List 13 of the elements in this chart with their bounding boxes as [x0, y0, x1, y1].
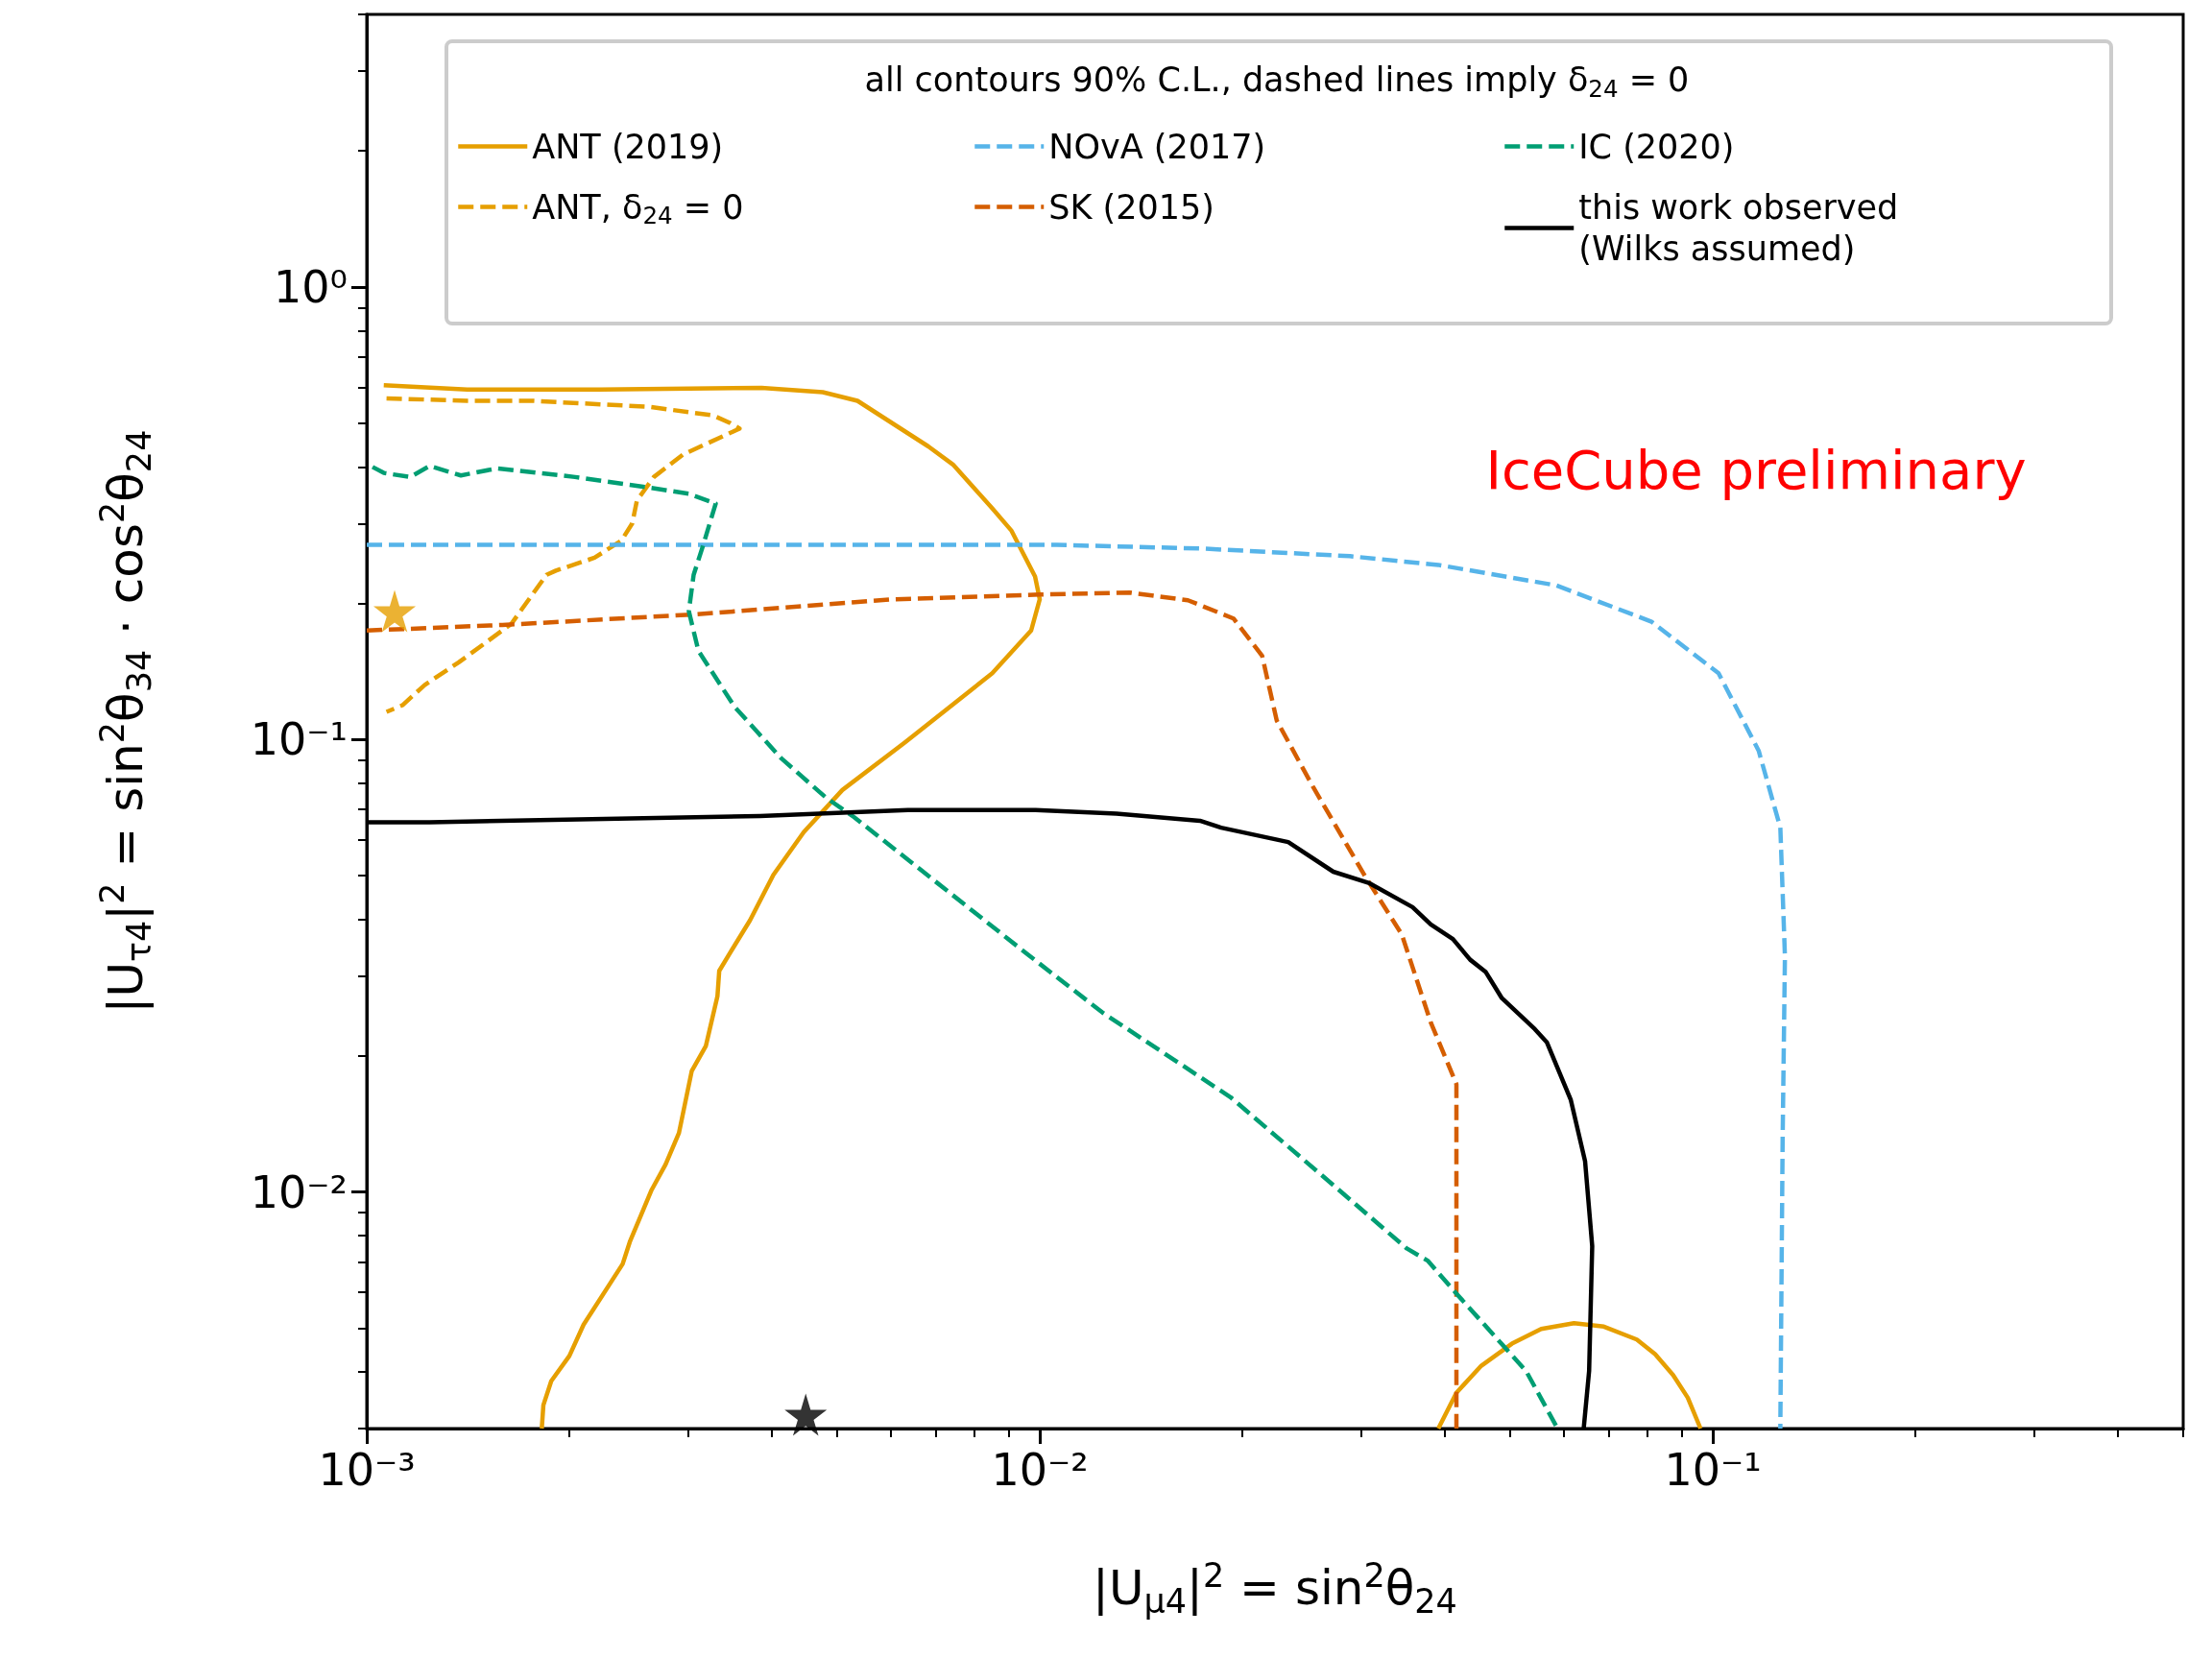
x-tick-label: 10⁻² — [991, 1444, 1089, 1496]
y-tick-label: 10⁰ — [274, 260, 348, 313]
legend-label: ANT (2019) — [532, 127, 724, 166]
text: |Uτ4|2 = sin2θ34 · cos2θ24 — [93, 429, 158, 1014]
y-tick-label: 10⁻¹ — [250, 713, 348, 766]
y-tick-label: 10⁻² — [250, 1165, 348, 1218]
legend-label: SK (2015) — [1048, 187, 1214, 227]
legend-label: this work observed (Wilks assumed) — [1578, 187, 1899, 269]
legend-label: IC (2020) — [1578, 127, 1735, 166]
x-tick-label: 10⁻³ — [318, 1444, 416, 1496]
x-tick-label: 10⁻¹ — [1664, 1444, 1762, 1496]
annotation: IceCube preliminary — [1485, 438, 2027, 501]
legend-label: NOvA (2017) — [1048, 127, 1266, 166]
